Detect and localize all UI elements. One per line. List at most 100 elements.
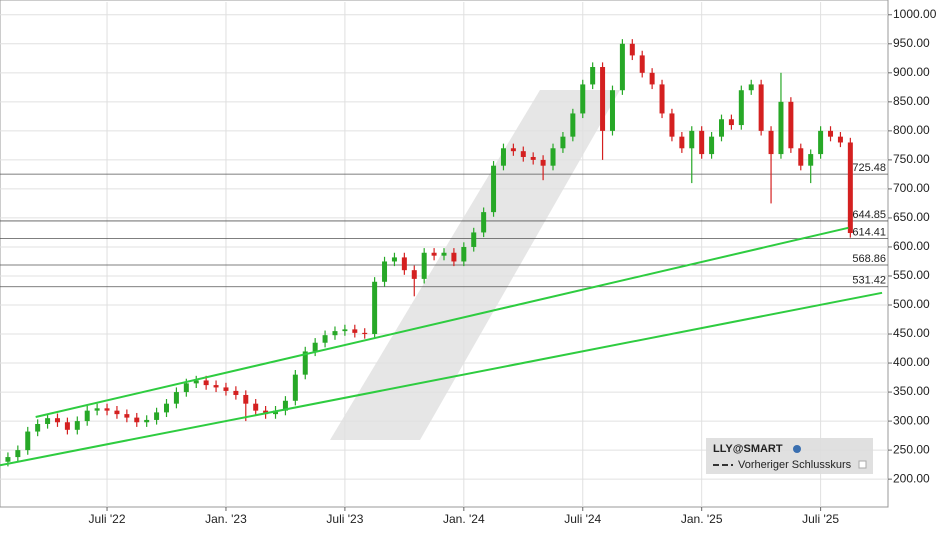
legend-series: LLY@SMART <box>713 443 783 455</box>
x-tick-label: Juli '23 <box>326 512 363 526</box>
legend-icon <box>793 445 801 453</box>
candle-body <box>5 457 11 462</box>
candle-body <box>609 90 615 131</box>
y-tick-label: 1000.00 <box>893 7 937 21</box>
candle-body <box>481 212 487 233</box>
candle-body <box>649 72 655 85</box>
candle-body <box>758 84 764 131</box>
candle-body <box>183 383 189 393</box>
y-tick-label: 650.00 <box>893 210 930 224</box>
candle-body <box>391 257 397 262</box>
candle-body <box>689 130 695 149</box>
candle-body <box>282 400 288 411</box>
candle-body <box>362 332 368 335</box>
candle-body <box>580 84 586 114</box>
candle-body <box>798 148 804 166</box>
candle-body <box>709 136 715 155</box>
candle-body <box>193 380 199 384</box>
candle-body <box>302 351 308 375</box>
candle-body <box>104 408 110 411</box>
candle-body <box>173 392 179 404</box>
x-tick-label: Juli '24 <box>564 512 601 526</box>
candle-body <box>312 342 318 352</box>
candle-body <box>421 252 427 279</box>
candle-body <box>64 422 70 430</box>
candle-body <box>619 43 625 91</box>
candle-body <box>45 418 51 424</box>
candle-body <box>431 252 437 256</box>
candle-body <box>203 380 209 386</box>
candle-body <box>639 55 645 73</box>
candle-body <box>768 130 774 155</box>
y-tick-label: 400.00 <box>893 355 930 369</box>
x-tick-label: Jan. '24 <box>443 512 485 526</box>
y-tick-label: 850.00 <box>893 94 930 108</box>
candle-body <box>540 159 546 166</box>
candle-body <box>164 403 169 413</box>
candle-body <box>659 84 665 114</box>
y-tick-label: 550.00 <box>893 268 930 282</box>
candle-body <box>719 119 724 137</box>
candle-body <box>243 394 249 404</box>
candle-body <box>748 84 754 91</box>
candle-body <box>144 419 150 423</box>
candle-body <box>25 431 31 451</box>
candle-body <box>35 423 41 432</box>
candle-body <box>679 136 685 149</box>
x-tick-label: Juli '22 <box>89 512 126 526</box>
candle-body <box>273 410 279 415</box>
y-tick-label: 250.00 <box>893 442 930 456</box>
candle-body <box>253 403 259 411</box>
candle-body <box>15 450 21 458</box>
y-tick-label: 350.00 <box>893 384 930 398</box>
x-tick-label: Jan. '25 <box>681 512 723 526</box>
legend-box <box>706 438 873 474</box>
level-label: 531.42 <box>852 275 886 287</box>
y-tick-label: 200.00 <box>893 471 930 485</box>
y-tick-label: 300.00 <box>893 413 930 427</box>
candle-body <box>322 335 328 343</box>
y-tick-label: 900.00 <box>893 65 930 79</box>
level-label: 725.48 <box>852 162 886 174</box>
candle-body <box>560 136 566 149</box>
candle-body <box>520 151 526 157</box>
candle-body <box>778 101 784 155</box>
legend-reference: Vorheriger Schlusskurs <box>738 459 852 471</box>
candle-body <box>728 119 734 126</box>
candle-body <box>94 408 100 411</box>
candle-body <box>500 148 506 166</box>
candle-body <box>84 410 90 422</box>
candle-body <box>441 252 447 256</box>
candle-body <box>233 390 239 395</box>
y-tick-label: 750.00 <box>893 152 930 166</box>
candle-body <box>629 43 635 56</box>
candle-body <box>570 113 576 137</box>
candle-body <box>808 154 814 166</box>
candle-body <box>550 148 556 166</box>
x-tick-label: Juli '25 <box>802 512 839 526</box>
level-label: 568.86 <box>852 253 886 265</box>
candle-body <box>590 67 596 85</box>
candle-body <box>134 417 140 423</box>
candle-body <box>669 113 675 137</box>
candle-body <box>292 374 298 401</box>
candle-body <box>114 410 120 415</box>
candle-body <box>491 165 497 213</box>
legend: LLY@SMART Vorheriger Schlusskurs <box>706 438 873 474</box>
x-tick-label: Jan. '23 <box>205 512 247 526</box>
candle-body <box>223 387 229 391</box>
trend-line <box>35 226 849 419</box>
y-tick-label: 700.00 <box>893 181 930 195</box>
candle-body <box>451 252 457 262</box>
candle-body <box>124 414 130 418</box>
candle-body <box>600 67 606 131</box>
candle-body <box>510 148 516 152</box>
y-tick-label: 450.00 <box>893 326 930 340</box>
candle-body <box>401 257 407 271</box>
candle-body <box>332 331 338 336</box>
candle-body <box>342 329 348 332</box>
candle-body <box>530 156 536 160</box>
candle-body <box>154 412 160 420</box>
legend-checkbox[interactable] <box>858 460 867 469</box>
